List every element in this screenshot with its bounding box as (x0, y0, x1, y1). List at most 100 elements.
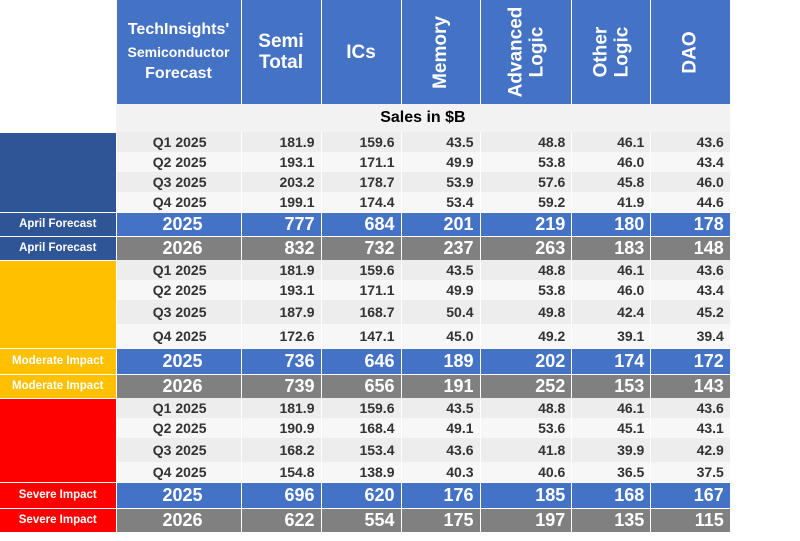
annual-cell-dao: 178 (650, 211, 730, 236)
quarter-label: Q4 2025 (115, 462, 241, 482)
cell-memory: 53.9 (400, 172, 480, 192)
header-col-memory-text: Memory (430, 16, 451, 89)
cell-dao: 43.6 (650, 398, 730, 418)
annual-cell-advanced-logic: 219 (479, 211, 572, 236)
cell-dao: 43.4 (650, 280, 730, 300)
header-col-semi-line1: Semi (258, 31, 304, 52)
annual-cell-dao: 115 (650, 507, 730, 532)
cell-ics: 153.4 (320, 438, 401, 462)
annual-cell-advanced-logic: 185 (479, 481, 572, 508)
cell-memory: 43.5 (400, 132, 480, 152)
annual-row-2025: April Forecast 2025 777 684 201 219 180 178 (0, 211, 730, 236)
annual-cell-memory: 175 (400, 507, 480, 532)
cell-ics: 138.9 (320, 462, 401, 482)
header-col-other-logic-line2: Logic (611, 26, 633, 78)
annual-cell-semi: 777 (240, 211, 321, 236)
annual-cell-other-logic: 174 (571, 347, 651, 374)
cell-memory: 53.4 (400, 192, 480, 212)
header-title-line2: Semiconductor (127, 44, 230, 60)
cell-other-logic: 46.0 (571, 152, 651, 172)
cell-ics: 159.6 (320, 260, 401, 280)
cell-advanced-logic: 53.6 (479, 418, 572, 438)
cell-ics: 171.1 (320, 152, 401, 172)
cell-dao: 45.2 (650, 300, 730, 324)
forecast-table: TechInsights' Semiconductor Forecast Sem… (0, 0, 730, 532)
header-col-semi: Semi Total (240, 0, 321, 104)
april-scenario-color-block (0, 131, 116, 212)
cell-semi: 154.8 (240, 462, 321, 482)
cell-semi: 193.1 (240, 152, 321, 172)
annual-cell-advanced-logic: 202 (479, 347, 572, 374)
annual-cell-other-logic: 153 (571, 373, 651, 398)
cell-semi: 203.2 (240, 172, 321, 192)
cell-advanced-logic: 48.8 (479, 398, 572, 418)
cell-ics: 159.6 (320, 398, 401, 418)
cell-advanced-logic: 59.2 (479, 192, 572, 212)
header-col-dao-line1: DAO (680, 30, 702, 74)
quarter-row: Q4 2025 172.6 147.1 45.0 49.2 39.1 39.4 (0, 324, 730, 348)
annual-row-2025: Moderate Impact 2025 736 646 189 202 174 172 (0, 347, 730, 374)
annual-cell-advanced-logic: 263 (479, 235, 572, 260)
header-col-dao-text: DAO (680, 31, 701, 73)
quarter-row: Q4 2025 199.1 174.4 53.4 59.2 41.9 44.6 (0, 192, 730, 212)
cell-ics: 174.4 (320, 192, 401, 212)
quarter-label: Q4 2025 (115, 324, 241, 348)
cell-other-logic: 42.4 (571, 300, 651, 324)
cell-ics: 171.1 (320, 280, 401, 300)
cell-advanced-logic: 53.8 (479, 152, 572, 172)
year-label: 2026 (115, 507, 241, 532)
annual-cell-memory: 189 (400, 347, 480, 374)
quarter-label: Q3 2025 (115, 172, 241, 192)
header-col-ics-line1: ICs (346, 41, 376, 63)
quarter-label: Q2 2025 (115, 152, 241, 172)
cell-semi: 190.9 (240, 418, 321, 438)
header-col-advanced-logic: Advanced Logic (479, 0, 572, 104)
cell-advanced-logic: 40.6 (479, 462, 572, 482)
annual-cell-ics: 732 (320, 235, 401, 260)
cell-advanced-logic: 49.2 (479, 324, 572, 348)
quarter-label: Q4 2025 (115, 192, 241, 212)
annual-cell-semi: 832 (240, 235, 321, 260)
cell-semi: 172.6 (240, 324, 321, 348)
cell-dao: 44.6 (650, 192, 730, 212)
annual-cell-ics: 646 (320, 347, 401, 374)
annual-row-2026: Severe Impact 2026 622 554 175 197 135 115 (0, 507, 730, 532)
header-col-ics: ICs (320, 0, 401, 104)
cell-other-logic: 39.1 (571, 324, 651, 348)
header-title-line3: Forecast (145, 65, 212, 82)
cell-semi: 181.9 (240, 398, 321, 418)
annual-cell-dao: 143 (650, 373, 730, 398)
quarter-label: Q1 2025 (115, 260, 241, 280)
cell-semi: 199.1 (240, 192, 321, 212)
quarter-row: Q3 2025 203.2 178.7 53.9 57.6 45.8 46.0 (0, 172, 730, 192)
cell-other-logic: 45.8 (571, 172, 651, 192)
units-row: Sales in $B (0, 104, 730, 132)
header-col-advanced-logic-line2: Logic (525, 26, 547, 78)
quarter-row: Q4 2025 154.8 138.9 40.3 40.6 36.5 37.5 (0, 462, 730, 482)
annual-row-2025: Severe Impact 2025 696 620 176 185 168 167 (0, 481, 730, 508)
header-title-line1: TechInsights' (127, 21, 230, 38)
header-corner (0, 0, 116, 104)
cell-other-logic: 36.5 (571, 462, 651, 482)
annual-cell-advanced-logic: 197 (479, 507, 572, 532)
moderate-scenario-label: Moderate Impact (0, 347, 116, 374)
annual-cell-ics: 554 (320, 507, 401, 532)
quarter-label: Q3 2025 (115, 438, 241, 462)
cell-other-logic: 41.9 (571, 192, 651, 212)
annual-cell-dao: 148 (650, 235, 730, 260)
units-label: Sales in $B (116, 104, 730, 132)
quarter-label: Q2 2025 (115, 418, 241, 438)
cell-advanced-logic: 48.8 (479, 260, 572, 280)
cell-other-logic: 46.1 (571, 260, 651, 280)
cell-dao: 43.6 (650, 132, 730, 152)
header-col-memory: Memory (400, 0, 480, 104)
cell-memory: 43.6 (400, 438, 480, 462)
quarter-label: Q2 2025 (115, 280, 241, 300)
cell-semi: 187.9 (240, 300, 321, 324)
year-label: 2026 (115, 373, 241, 398)
header-col-other-logic-text: Other Logic (590, 27, 632, 78)
cell-semi: 181.9 (240, 260, 321, 280)
cell-ics: 147.1 (320, 324, 401, 348)
cell-advanced-logic: 57.6 (479, 172, 572, 192)
quarter-row: Q1 2025 181.9 159.6 43.5 48.8 46.1 43.6 (0, 259, 730, 348)
